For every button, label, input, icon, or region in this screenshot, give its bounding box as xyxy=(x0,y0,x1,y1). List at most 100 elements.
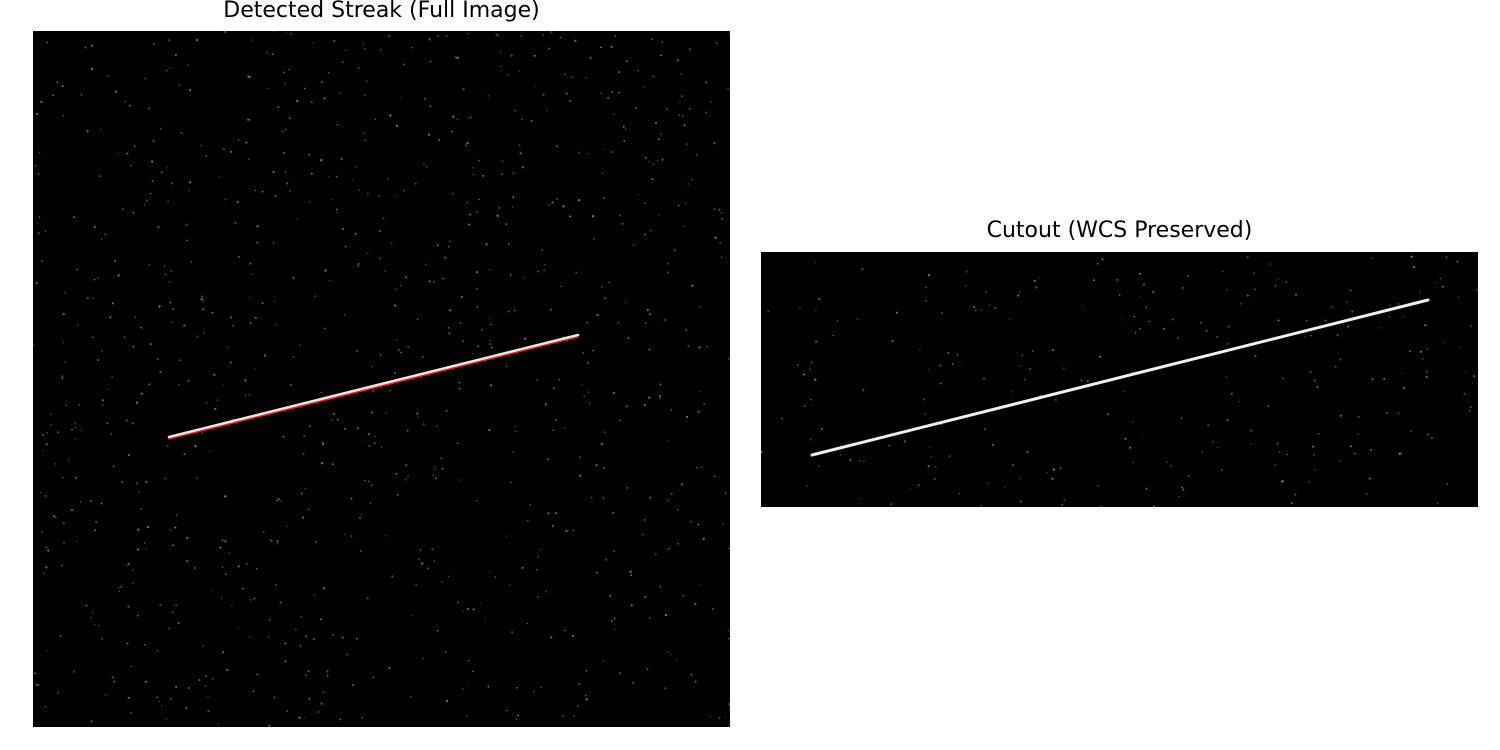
star xyxy=(464,144,467,147)
star xyxy=(46,41,49,44)
star xyxy=(395,339,398,341)
star xyxy=(222,148,225,151)
star xyxy=(106,422,109,425)
star xyxy=(1246,294,1249,297)
star xyxy=(111,676,114,679)
star xyxy=(170,697,172,700)
star xyxy=(365,439,367,441)
star xyxy=(546,109,548,112)
star xyxy=(980,505,982,507)
star xyxy=(542,34,544,36)
star xyxy=(248,158,250,161)
star xyxy=(254,316,257,320)
star xyxy=(690,673,693,676)
star xyxy=(241,587,244,590)
star xyxy=(1009,317,1011,320)
star xyxy=(269,539,272,541)
star xyxy=(229,150,233,153)
star xyxy=(521,118,523,121)
star xyxy=(134,316,137,318)
star xyxy=(137,528,140,531)
star xyxy=(670,409,673,412)
star xyxy=(1187,275,1190,277)
star xyxy=(234,221,237,224)
star xyxy=(625,128,627,130)
star xyxy=(569,99,572,103)
star xyxy=(600,46,602,49)
star xyxy=(1380,327,1382,329)
star xyxy=(814,378,817,381)
star xyxy=(421,356,424,358)
star xyxy=(64,291,67,294)
star xyxy=(903,440,906,443)
star xyxy=(1436,502,1439,504)
star xyxy=(37,222,39,224)
star xyxy=(489,269,491,271)
star xyxy=(925,286,928,289)
star xyxy=(437,139,441,142)
star xyxy=(395,472,398,475)
star xyxy=(43,572,45,575)
star xyxy=(319,618,322,621)
star xyxy=(380,446,383,448)
star xyxy=(1457,295,1460,298)
star xyxy=(494,576,497,578)
star xyxy=(562,205,565,208)
star xyxy=(292,276,295,279)
star xyxy=(299,644,302,647)
star xyxy=(300,616,302,618)
star xyxy=(74,438,76,440)
star xyxy=(272,242,275,244)
star xyxy=(36,683,40,687)
star xyxy=(452,115,455,118)
star xyxy=(388,34,391,37)
star xyxy=(1163,327,1166,330)
star xyxy=(1029,367,1032,371)
star xyxy=(862,389,865,392)
full-image-canvas xyxy=(33,31,730,727)
star xyxy=(1059,467,1062,470)
star xyxy=(984,428,986,430)
star xyxy=(59,635,62,638)
star xyxy=(694,602,697,606)
star xyxy=(167,200,169,203)
cutout-title: Cutout (WCS Preserved) xyxy=(986,218,1253,243)
star xyxy=(1339,358,1342,361)
star xyxy=(37,232,40,235)
star xyxy=(185,707,188,710)
star xyxy=(114,259,117,262)
star xyxy=(442,277,445,280)
star xyxy=(489,339,491,342)
star xyxy=(728,547,730,550)
star xyxy=(423,163,425,165)
star xyxy=(273,696,276,699)
star xyxy=(1178,495,1180,498)
star xyxy=(130,711,132,714)
star xyxy=(500,65,502,68)
star xyxy=(256,673,259,676)
star xyxy=(169,529,172,531)
star xyxy=(888,445,890,447)
star xyxy=(891,339,894,342)
star xyxy=(436,425,438,428)
star xyxy=(284,660,287,663)
star xyxy=(644,202,646,204)
star xyxy=(62,114,65,117)
star xyxy=(728,637,730,640)
star xyxy=(320,462,324,465)
full-image-title: Detected Streak (Full Image) xyxy=(223,0,540,23)
star xyxy=(247,75,250,78)
star xyxy=(127,696,130,699)
star xyxy=(93,278,96,281)
star xyxy=(1170,465,1172,467)
star xyxy=(133,145,136,147)
star xyxy=(1012,391,1014,393)
star xyxy=(585,698,588,701)
star xyxy=(516,686,518,689)
star xyxy=(358,189,360,191)
star xyxy=(592,349,594,352)
star xyxy=(268,618,271,621)
star xyxy=(656,159,659,162)
star xyxy=(387,178,390,181)
star xyxy=(940,312,943,314)
